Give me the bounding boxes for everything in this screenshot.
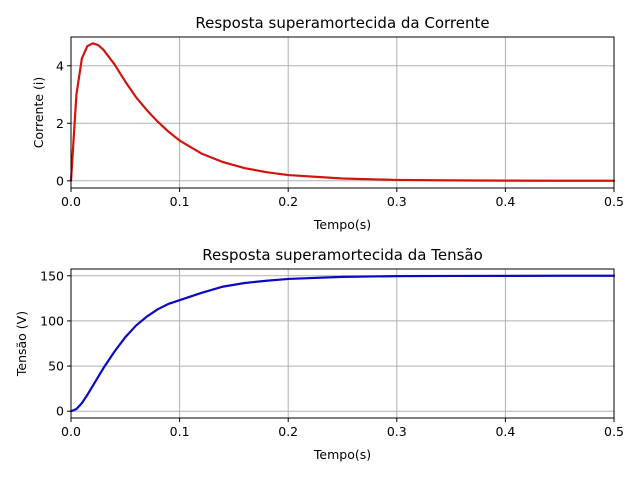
chart-1: 0.0 0.1 0.2 0.3 0.4 0.5 0 2 4 Resposta superamort… [31, 14, 624, 232]
chart-1-xtick-label-3: 0.3 [387, 194, 407, 209]
chart-2-xtick-label-2: 0.2 [278, 424, 298, 439]
chart-1-xlabel: Tempo(s) [313, 217, 371, 232]
chart-2-xlabel: Tempo(s) [313, 447, 371, 462]
chart-2-title: Resposta superamortecida da Tensão [202, 246, 483, 264]
chart-1-xtick-label-5: 0.5 [604, 194, 624, 209]
chart-1-title: Resposta superamortecida da Corrente [195, 14, 489, 32]
chart-2-xtick-label-4: 0.4 [495, 424, 515, 439]
chart-2-xtick-label-3: 0.3 [387, 424, 407, 439]
chart-2-ytick-label-2: 100 [40, 313, 64, 328]
chart-2-xtick-label-5: 0.5 [604, 424, 624, 439]
chart-2-series-0-line [69, 274, 616, 413]
chart-1-xtick-label-0: 0.0 [61, 194, 81, 209]
chart-1-ytick-label-2: 4 [56, 58, 64, 73]
chart-2: 0.0 0.1 0.2 0.3 0.4 0.5 0 50 100 150 Resposta supe… [14, 246, 624, 462]
chart-2-ytick-label-0: 0 [56, 404, 64, 419]
chart-1-xtick-label-2: 0.2 [278, 194, 298, 209]
chart-2-xtick-label-1: 0.1 [170, 424, 190, 439]
chart-2-ytick-label-3: 150 [40, 268, 64, 283]
chart-2-xtick-label-0: 0.0 [61, 424, 81, 439]
chart-2-ylabel: Tensão (V) [14, 311, 29, 377]
chart-1-axes-frame [70, 36, 615, 189]
chart-2-ytick-label-1: 50 [48, 359, 64, 374]
chart-1-series-0-line [69, 42, 616, 182]
chart-1-ylabel: Corrente (i) [31, 77, 46, 149]
chart-1-xtick-label-1: 0.1 [170, 194, 190, 209]
chart-1-xtick-label-4: 0.4 [495, 194, 515, 209]
chart-1-ytick-label-0: 0 [56, 173, 64, 188]
chart-2-axes-frame [70, 268, 615, 419]
chart-1-ytick-label-1: 2 [56, 116, 64, 131]
